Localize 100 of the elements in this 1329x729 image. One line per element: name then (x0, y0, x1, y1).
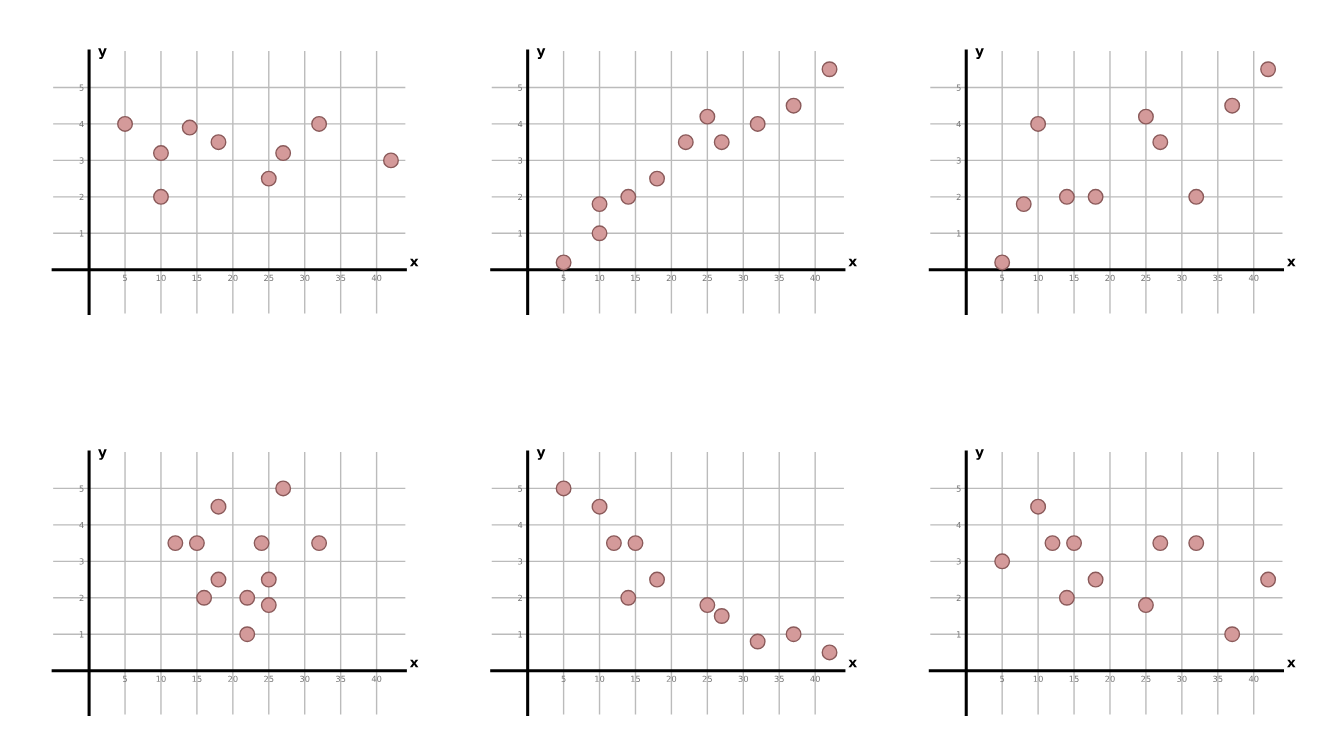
x-tick-label: 30 (300, 274, 310, 282)
point (382, 152, 399, 169)
x-tick-label: 15 (631, 274, 641, 282)
point (591, 225, 608, 242)
y-tick-label: 2 (956, 193, 961, 200)
point (275, 480, 292, 497)
point (210, 498, 227, 515)
point (1224, 97, 1241, 114)
point (260, 170, 277, 187)
x-tick-label: 40 (810, 274, 820, 282)
x-tick-label: 5 (561, 274, 566, 282)
x-tick-label: 30 (300, 675, 310, 682)
x-tick-label: 40 (1248, 274, 1259, 282)
point (994, 254, 1011, 271)
y-tick-label: 3 (79, 558, 84, 565)
y-tick-label: 1 (79, 631, 84, 638)
y-tick-label: 1 (518, 631, 523, 638)
x-tick-label: 15 (1069, 274, 1079, 282)
point (699, 108, 716, 125)
y-tick-label: 2 (956, 594, 961, 601)
point (620, 188, 637, 205)
point (785, 626, 802, 643)
y-tick-label: 1 (956, 631, 961, 638)
point (239, 626, 256, 643)
point (699, 597, 716, 614)
x-tick-label: 25 (702, 274, 712, 282)
point (821, 644, 838, 661)
point (167, 535, 184, 552)
x-tick-label: 15 (192, 675, 202, 682)
point (627, 535, 644, 552)
point (253, 535, 270, 552)
point (1030, 115, 1047, 132)
point (188, 535, 205, 552)
x-tick-label: 30 (738, 274, 749, 282)
point (1188, 188, 1205, 205)
point (210, 134, 227, 151)
point (239, 589, 256, 606)
x-tick-label: 20 (228, 274, 238, 282)
x-axis-title: x (409, 659, 419, 668)
x-tick-label: 20 (1105, 675, 1115, 682)
x-tick-label: 30 (738, 675, 749, 682)
y-tick-label: 5 (518, 485, 523, 492)
x-tick-label: 20 (666, 675, 677, 682)
point (1087, 188, 1104, 205)
point (713, 134, 730, 151)
x-axis-title: x (1287, 659, 1296, 668)
x-tick-label: 5 (561, 675, 566, 682)
x-tick-label: 35 (1213, 274, 1223, 282)
x-tick-label: 25 (1141, 675, 1151, 682)
x-tick-label: 40 (810, 675, 820, 682)
y-tick-label: 1 (79, 230, 84, 237)
x-tick-label: 20 (1105, 274, 1115, 282)
x-tick-label: 40 (371, 675, 382, 682)
x-tick-label: 40 (371, 274, 382, 282)
x-tick-label: 15 (192, 274, 202, 282)
y-tick-label: 4 (79, 121, 84, 128)
point (1015, 196, 1032, 213)
point (1044, 535, 1061, 552)
point (1224, 626, 1241, 643)
y-tick-label: 2 (518, 193, 522, 200)
x-tick-label: 10 (1033, 675, 1043, 682)
y-tick-label: 2 (79, 193, 84, 200)
x-tick-label: 10 (156, 675, 166, 682)
y-axis-title: y (536, 449, 546, 460)
point (117, 115, 134, 132)
x-tick-label: 5 (123, 675, 127, 682)
point (677, 134, 694, 151)
point (1188, 535, 1205, 552)
y-tick-label: 3 (518, 157, 523, 164)
y-axis-title: y (536, 48, 546, 59)
point (1152, 535, 1169, 552)
point (713, 608, 730, 624)
point (260, 597, 277, 614)
point (555, 254, 572, 271)
x-tick-label: 35 (774, 675, 784, 682)
y-tick-label: 4 (956, 521, 961, 529)
x-tick-label: 10 (156, 274, 166, 282)
point (620, 589, 637, 606)
x-tick-label: 35 (335, 675, 346, 682)
x-tick-label: 30 (1177, 274, 1187, 282)
x-tick-label: 30 (1177, 675, 1187, 682)
x-tick-label: 35 (335, 274, 346, 282)
point (591, 498, 608, 515)
y-tick-label: 5 (956, 84, 961, 91)
point (649, 571, 666, 588)
point (555, 480, 572, 497)
y-tick-label: 3 (518, 558, 523, 565)
y-tick-label: 5 (79, 485, 84, 492)
y-tick-label: 4 (956, 121, 961, 128)
point (210, 571, 227, 588)
x-axis-title: x (1287, 258, 1296, 267)
x-tick-label: 15 (631, 675, 641, 682)
point (260, 571, 277, 588)
point (1058, 589, 1075, 606)
y-tick-label: 1 (518, 230, 523, 237)
point (605, 535, 622, 552)
point (152, 188, 169, 205)
x-tick-label: 35 (774, 274, 784, 282)
x-tick-label: 25 (264, 274, 274, 282)
point (1058, 188, 1075, 205)
